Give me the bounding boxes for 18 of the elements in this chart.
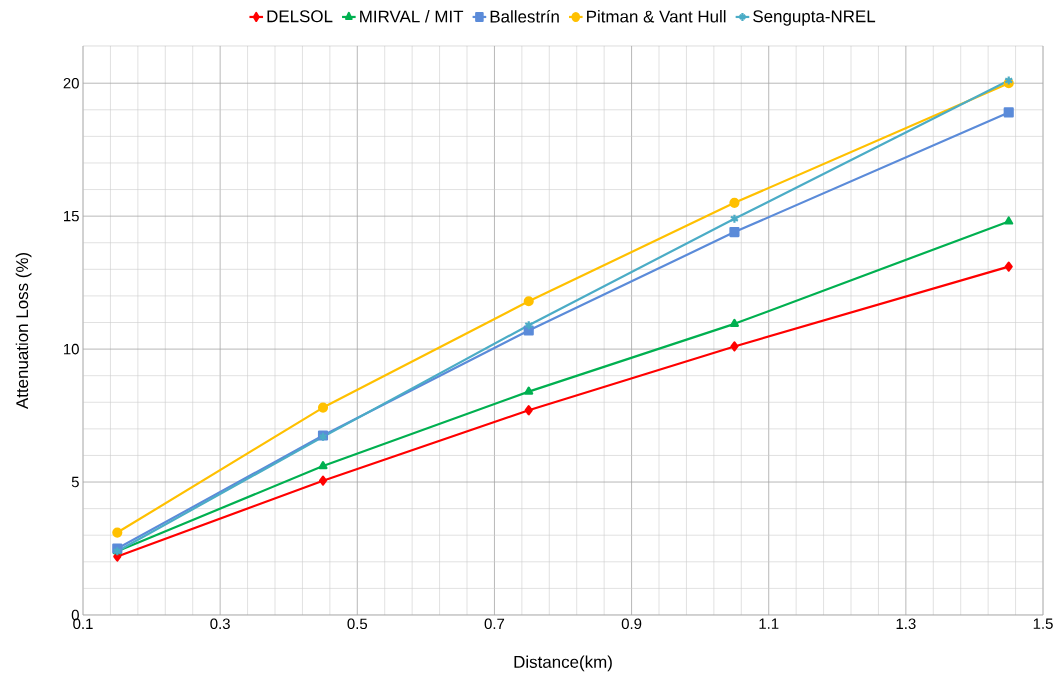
x-tick-label: 0.3 — [210, 618, 230, 630]
x-tick-label: 0.7 — [484, 618, 505, 630]
x-tick-label: 1.5 — [1033, 618, 1053, 629]
x-tick-label: 0.5 — [347, 618, 368, 630]
x-axis-title: Distance(km) — [514, 655, 612, 672]
x-tick-label: 1.1 — [759, 618, 779, 629]
legend-label: MIRVAL / MIT — [360, 10, 464, 23]
legend-label: Sengupta-NREL — [753, 10, 876, 26]
y-tick-label: 5 — [71, 476, 79, 488]
x-tick-label: 1.3 — [896, 618, 916, 630]
y-axis-title: Attenuation Loss (%) — [15, 252, 32, 410]
x-tick-label: 0.9 — [621, 618, 642, 630]
y-tick-label: 10 — [64, 343, 79, 355]
legend-label: Ballestrín — [490, 9, 559, 23]
y-tick-label: 15 — [64, 210, 79, 222]
y-tick-label: 20 — [63, 77, 79, 89]
legend-label: Pitman & Vant Hull — [587, 10, 726, 23]
legend-label: DELSOL — [267, 10, 333, 23]
